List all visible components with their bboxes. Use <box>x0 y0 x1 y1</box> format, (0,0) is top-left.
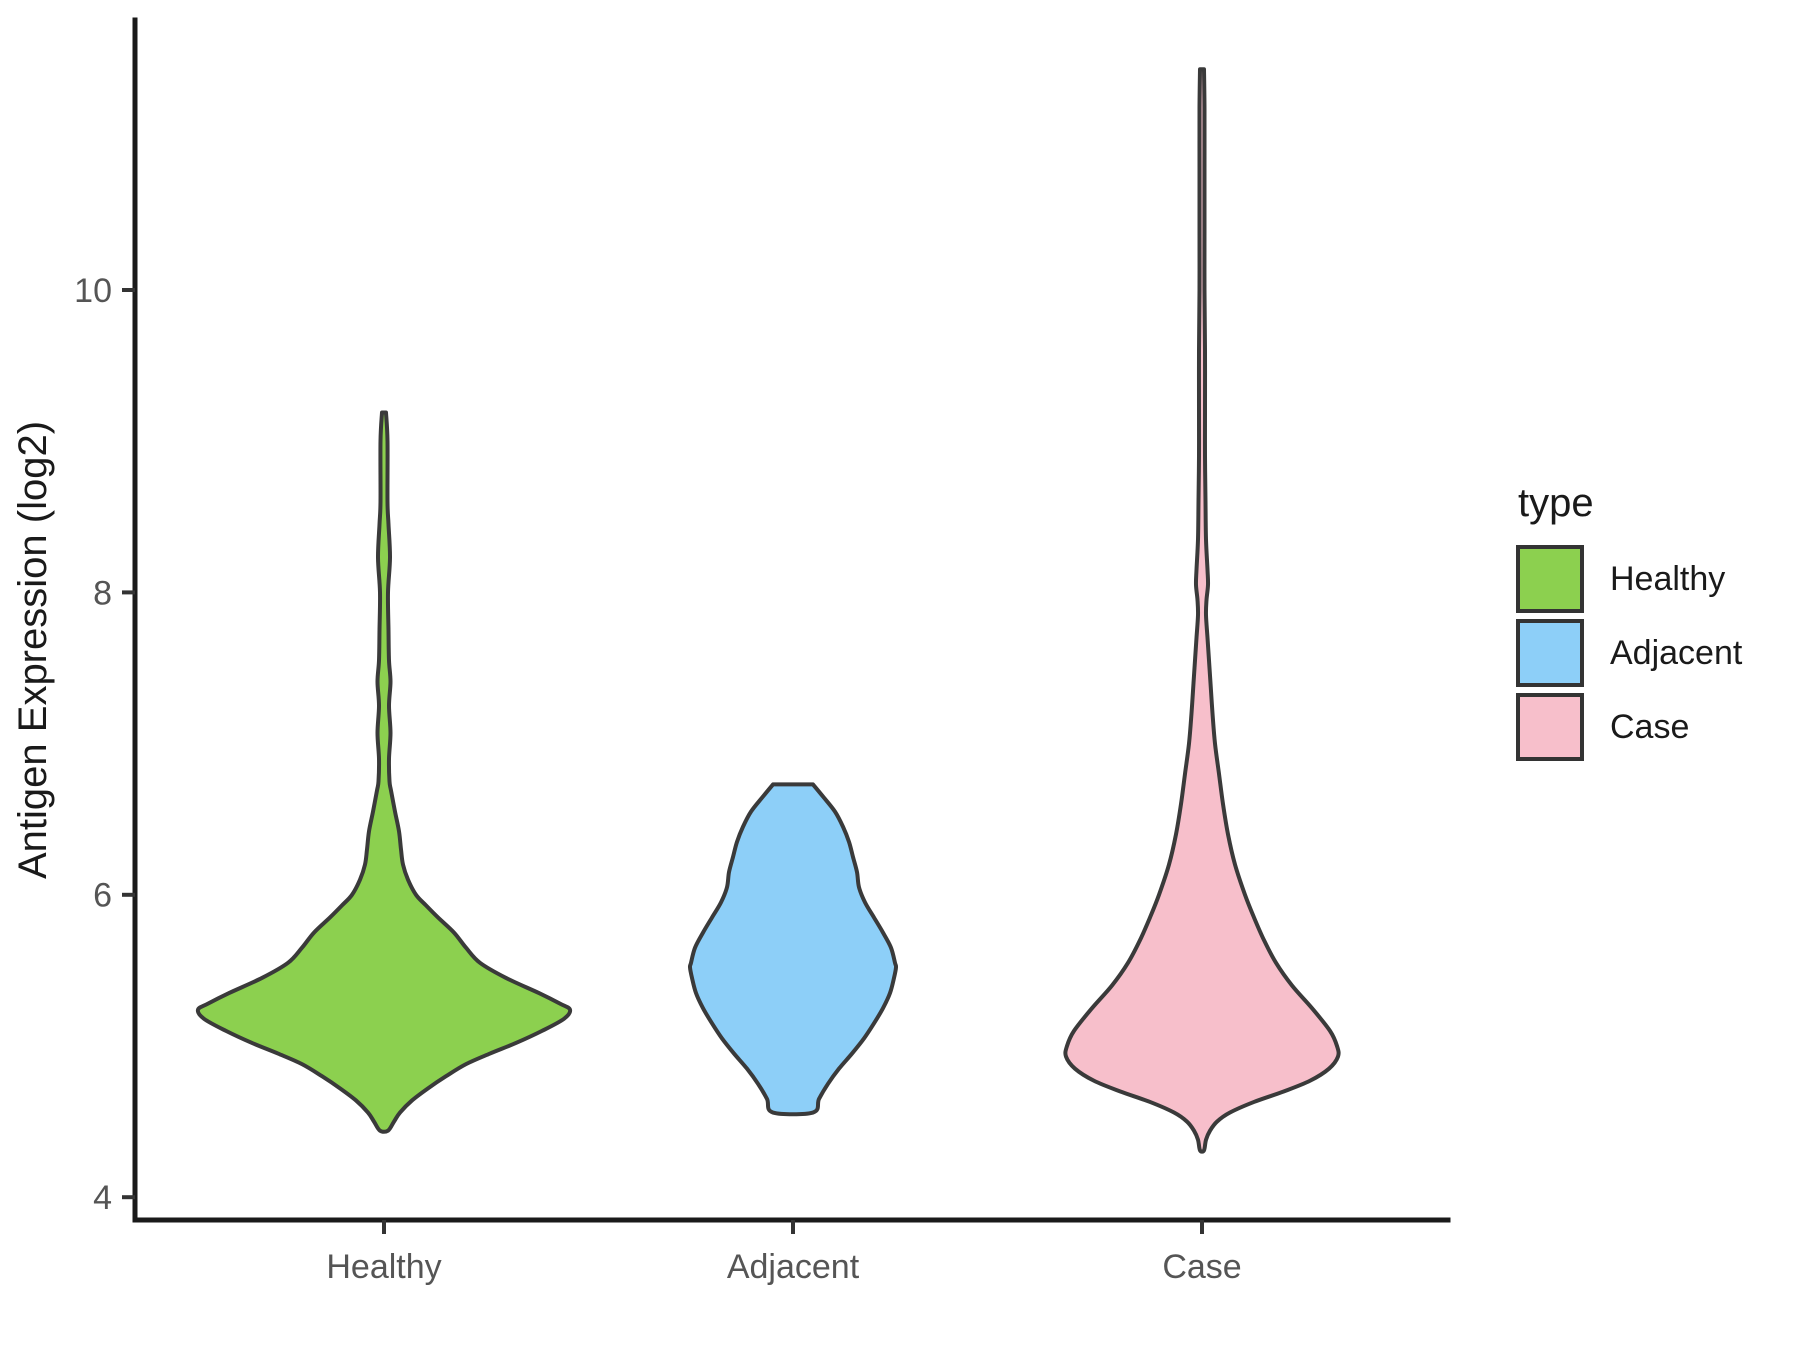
y-tick-label-8: 8 <box>93 574 112 612</box>
y-axis-title: Antigen Expression (log2) <box>11 421 55 879</box>
x-tick-label-healthy: Healthy <box>326 1248 441 1286</box>
y-tick-label-4: 4 <box>93 1179 112 1217</box>
legend-key-adjacent <box>1516 619 1584 687</box>
x-tick-label-adjacent: Adjacent <box>727 1248 860 1286</box>
legend-title: type <box>1518 481 1594 525</box>
violin-healthy <box>195 410 573 1134</box>
legend-label-healthy: Healthy <box>1610 559 1726 598</box>
legend-entry-adjacent: Adjacent <box>1516 619 1742 687</box>
y-tick-label-10: 10 <box>74 272 112 310</box>
legend-entry-case: Case <box>1516 693 1742 761</box>
legend: type Healthy Adjacent Case <box>1516 483 1742 767</box>
legend-entry-healthy: Healthy <box>1516 545 1742 613</box>
legend-entries: Healthy Adjacent Case <box>1516 545 1742 767</box>
violin-case <box>1063 67 1341 1154</box>
legend-label-case: Case <box>1610 707 1690 746</box>
y-tick-label-6: 6 <box>93 877 112 915</box>
legend-key-case <box>1516 693 1584 761</box>
violin-group <box>195 67 1341 1154</box>
y-axis-ticks: 4 6 8 10 <box>74 272 135 1217</box>
x-axis-ticks: Healthy Adjacent Case <box>326 1220 1242 1286</box>
legend-key-healthy <box>1516 545 1584 613</box>
x-tick-label-case: Case <box>1162 1248 1241 1286</box>
legend-label-adjacent: Adjacent <box>1610 633 1743 672</box>
violin-adjacent <box>687 782 899 1117</box>
